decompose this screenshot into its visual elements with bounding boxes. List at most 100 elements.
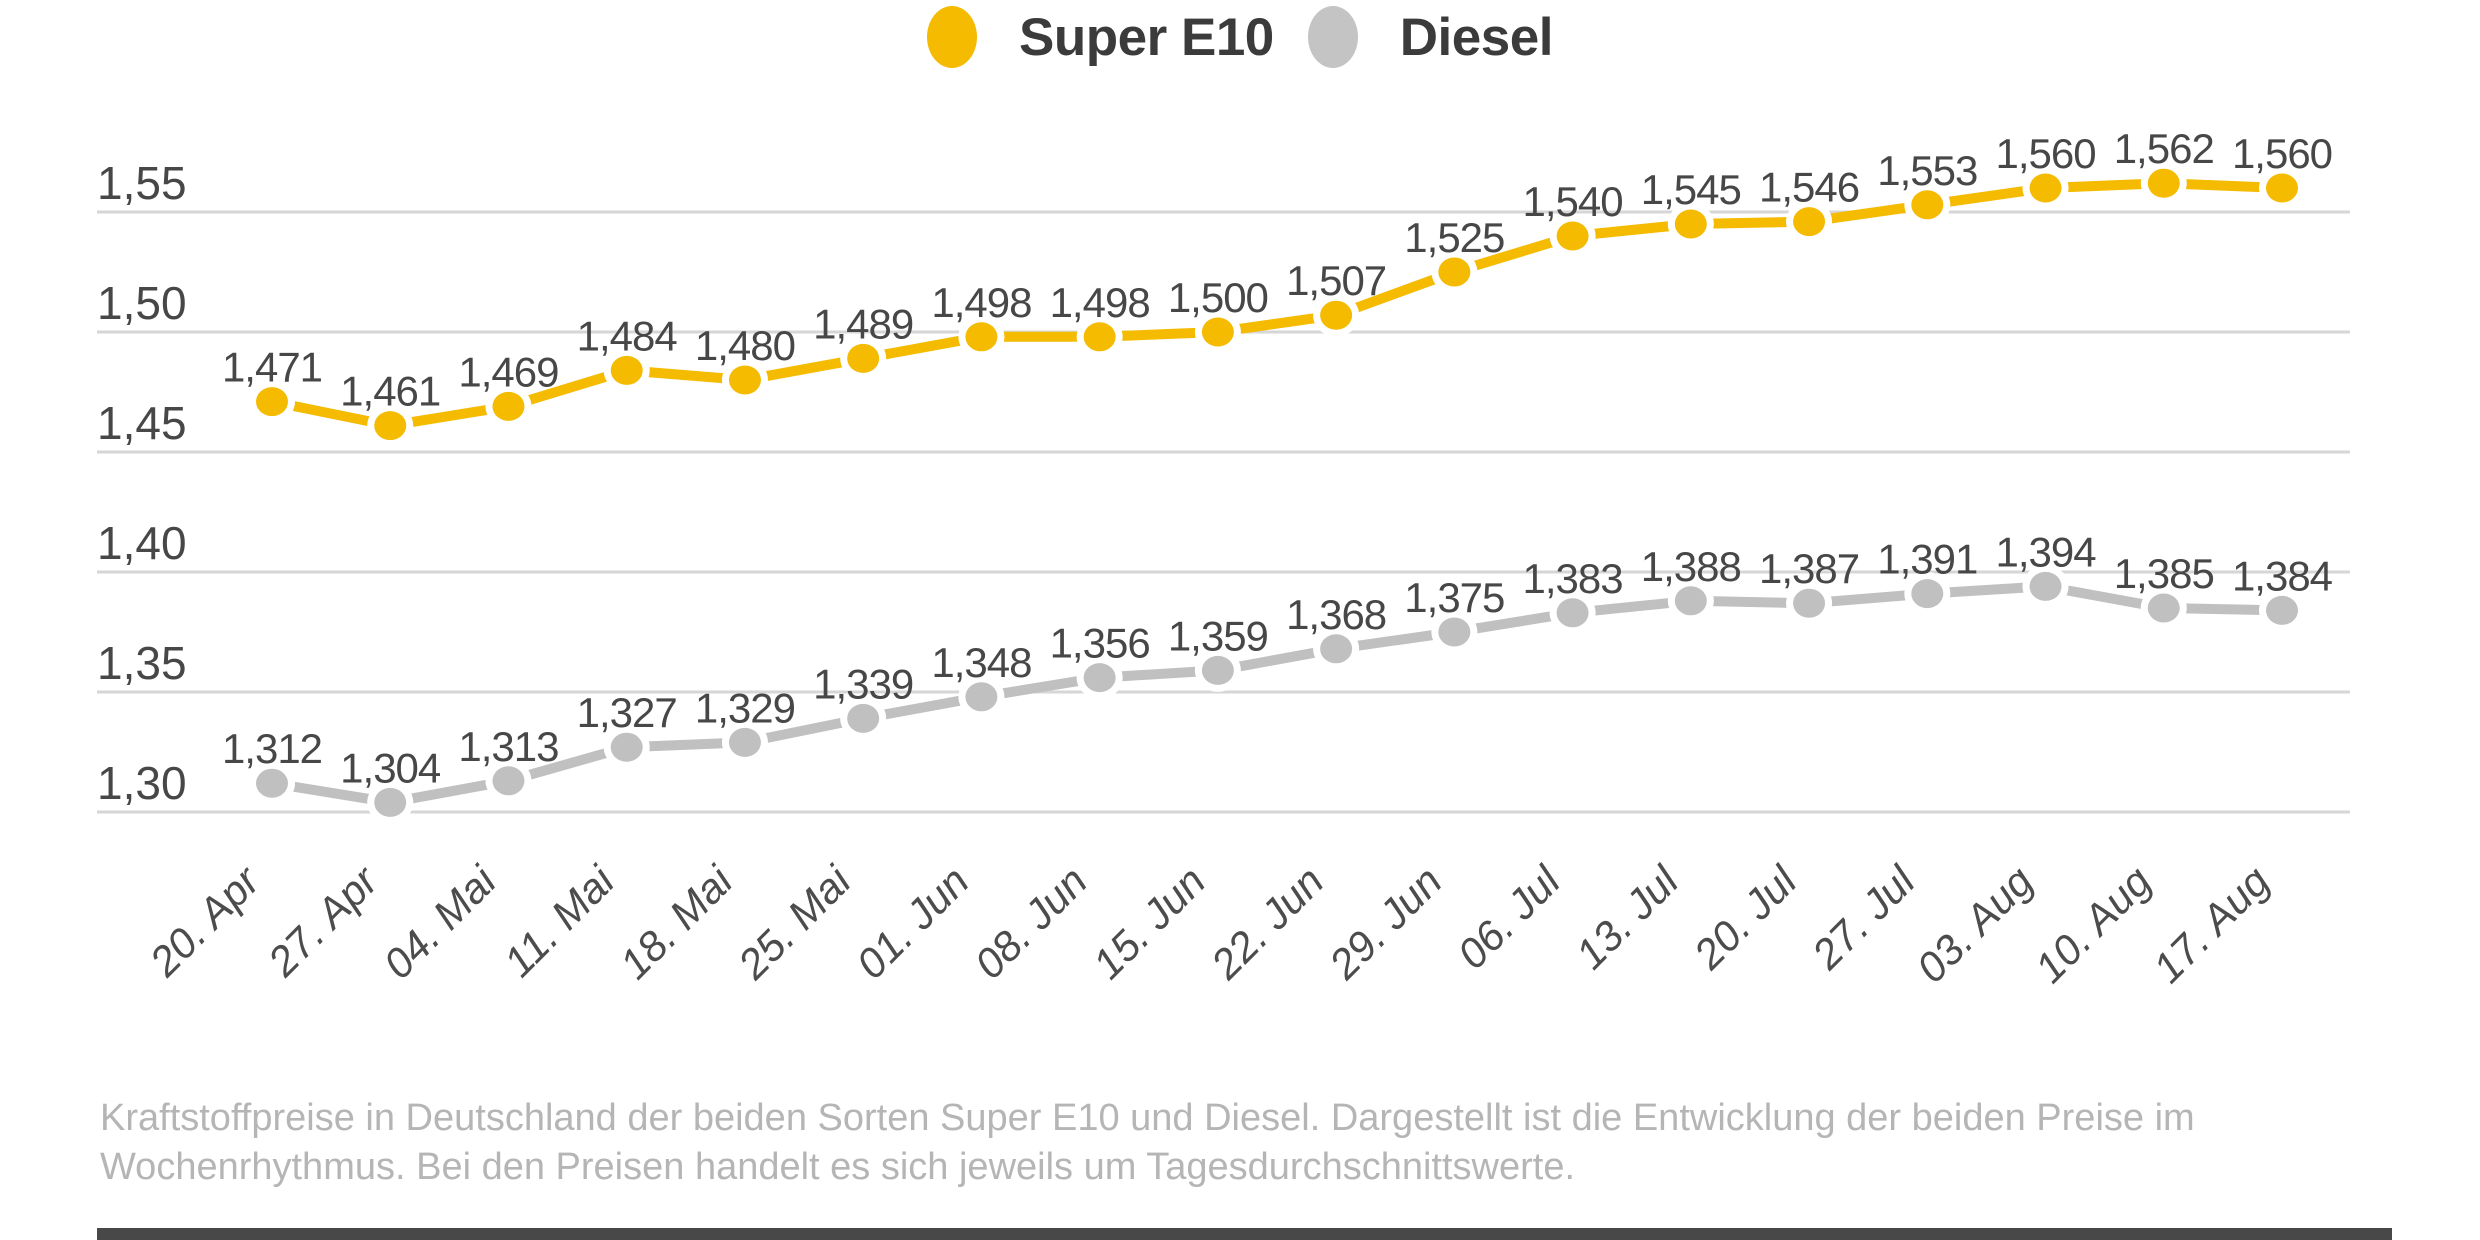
- legend-item-diesel: Diesel: [1307, 6, 1554, 68]
- data-point-diesel: [610, 732, 643, 762]
- data-point-diesel: [256, 768, 288, 798]
- legend-label-diesel: Diesel: [1399, 7, 1554, 67]
- y-tick-label: 1,45: [97, 397, 187, 449]
- data-point-label-super-e10: 1,469: [458, 348, 558, 395]
- data-point-label-diesel: 1,312: [222, 725, 322, 772]
- data-point-super-e10: [256, 387, 288, 417]
- data-point-diesel: [1674, 586, 1707, 616]
- caption-line-2: Wochenrhythmus. Bei den Preisen handelt …: [100, 1146, 1576, 1188]
- y-tick-label: 1,55: [97, 157, 187, 209]
- data-point-label-super-e10: 1,540: [1523, 178, 1623, 225]
- x-tick-label: 10. Aug: [2026, 857, 2161, 992]
- data-point-label-super-e10: 1,471: [222, 344, 322, 391]
- data-point-label-diesel: 1,329: [695, 684, 795, 731]
- data-point-super-e10: [1083, 322, 1116, 352]
- data-point-label-diesel: 1,313: [458, 723, 558, 770]
- data-point-diesel: [1911, 579, 1944, 609]
- data-point-super-e10: [610, 355, 643, 385]
- data-point-super-e10: [492, 391, 525, 421]
- data-point-label-super-e10: 1,498: [1050, 279, 1150, 326]
- data-point-diesel: [492, 766, 525, 796]
- data-point-super-e10: [1674, 209, 1707, 239]
- legend: Super E10 Diesel: [0, 4, 2480, 70]
- data-point-super-e10: [1201, 317, 1234, 347]
- y-tick-label: 1,50: [97, 277, 187, 329]
- data-point-diesel: [1793, 588, 1826, 618]
- data-point-diesel: [965, 682, 998, 712]
- data-point-label-diesel: 1,327: [577, 689, 677, 736]
- data-point-label-diesel: 1,387: [1759, 545, 1859, 592]
- data-point-label-super-e10: 1,560: [2232, 130, 2332, 177]
- data-point-label-super-e10: 1,507: [1286, 257, 1386, 304]
- x-tick-label: 11. Mai: [495, 856, 625, 986]
- data-point-label-super-e10: 1,525: [1404, 214, 1504, 261]
- data-point-super-e10: [1793, 207, 1826, 237]
- data-point-label-super-e10: 1,489: [813, 300, 913, 347]
- data-point-diesel: [1320, 634, 1353, 664]
- data-point-label-diesel: 1,339: [813, 660, 913, 707]
- legend-label-super-e10: Super E10: [1019, 7, 1274, 67]
- data-point-diesel: [847, 703, 880, 733]
- data-point-diesel: [2266, 595, 2298, 625]
- x-tick-label: 20. Jul: [1684, 856, 1807, 979]
- data-point-super-e10: [1320, 300, 1353, 330]
- data-point-super-e10: [1438, 257, 1471, 287]
- data-point-diesel: [1438, 617, 1471, 647]
- data-point-label-super-e10: 1,498: [931, 279, 1031, 326]
- x-tick-label: 06. Jul: [1448, 856, 1570, 978]
- data-point-super-e10: [374, 411, 407, 441]
- x-tick-label: 20. Apr: [140, 856, 270, 986]
- data-point-super-e10: [965, 322, 998, 352]
- x-tick-label: 29. Jun: [1319, 857, 1450, 988]
- data-point-label-diesel: 1,368: [1286, 591, 1386, 638]
- x-tick-label: 25. Mai: [728, 856, 861, 989]
- data-point-diesel: [2029, 571, 2062, 601]
- x-tick-label: 15. Jun: [1084, 857, 1215, 988]
- data-point-label-super-e10: 1,546: [1759, 164, 1859, 211]
- legend-dot-diesel-icon: [1307, 6, 1358, 68]
- data-point-label-super-e10: 1,480: [695, 322, 795, 369]
- data-point-super-e10: [1556, 221, 1589, 251]
- data-point-label-diesel: 1,394: [1995, 528, 2096, 575]
- legend-item-super-e10: Super E10: [927, 6, 1274, 68]
- data-point-label-super-e10: 1,560: [1995, 130, 2095, 177]
- data-point-label-super-e10: 1,461: [340, 368, 440, 415]
- data-point-label-diesel: 1,375: [1404, 574, 1504, 621]
- data-point-diesel: [374, 787, 407, 817]
- data-point-diesel: [1201, 655, 1234, 685]
- legend-dot-super-e10-icon: [927, 6, 978, 68]
- chart-caption: Kraftstoffpreise in Deutschland der beid…: [100, 1094, 2195, 1192]
- data-point-label-diesel: 1,384: [2232, 552, 2333, 599]
- data-point-super-e10: [1911, 190, 1944, 220]
- series-line-super-e10: [267, 178, 2287, 431]
- y-tick-label: 1,35: [97, 637, 187, 689]
- data-point-diesel: [728, 727, 761, 757]
- data-point-diesel: [2147, 593, 2180, 623]
- data-point-label-super-e10: 1,545: [1641, 166, 1741, 213]
- x-tick-label: 13. Jul: [1566, 856, 1688, 978]
- data-point-diesel: [1556, 598, 1589, 628]
- data-point-label-diesel: 1,391: [1877, 536, 1977, 583]
- x-tick-label: 27. Apr: [258, 856, 388, 986]
- y-tick-label: 1,40: [97, 517, 187, 569]
- data-point-label-super-e10: 1,500: [1168, 274, 1268, 321]
- data-point-label-diesel: 1,304: [340, 744, 441, 791]
- data-point-label-super-e10: 1,562: [2114, 125, 2214, 172]
- data-point-label-diesel: 1,383: [1523, 555, 1623, 602]
- x-tick-label: 08. Jun: [965, 857, 1096, 988]
- x-tick-label: 22. Jun: [1201, 857, 1332, 988]
- data-point-label-diesel: 1,359: [1168, 612, 1268, 659]
- x-tick-label: 03. Aug: [1907, 857, 2042, 992]
- data-point-label-diesel: 1,348: [931, 639, 1031, 686]
- x-tick-label: 17. Aug: [2144, 857, 2279, 992]
- x-tick-label: 04. Mai: [374, 856, 506, 988]
- x-tick-label: 01. Jun: [847, 857, 978, 988]
- x-tick-label: 27. Jul: [1802, 856, 1925, 979]
- data-point-label-super-e10: 1,553: [1877, 147, 1977, 194]
- data-point-label-super-e10: 1,484: [577, 312, 678, 359]
- data-point-super-e10: [2029, 173, 2062, 203]
- footer-bar: [97, 1228, 2392, 1240]
- data-point-super-e10: [847, 343, 880, 373]
